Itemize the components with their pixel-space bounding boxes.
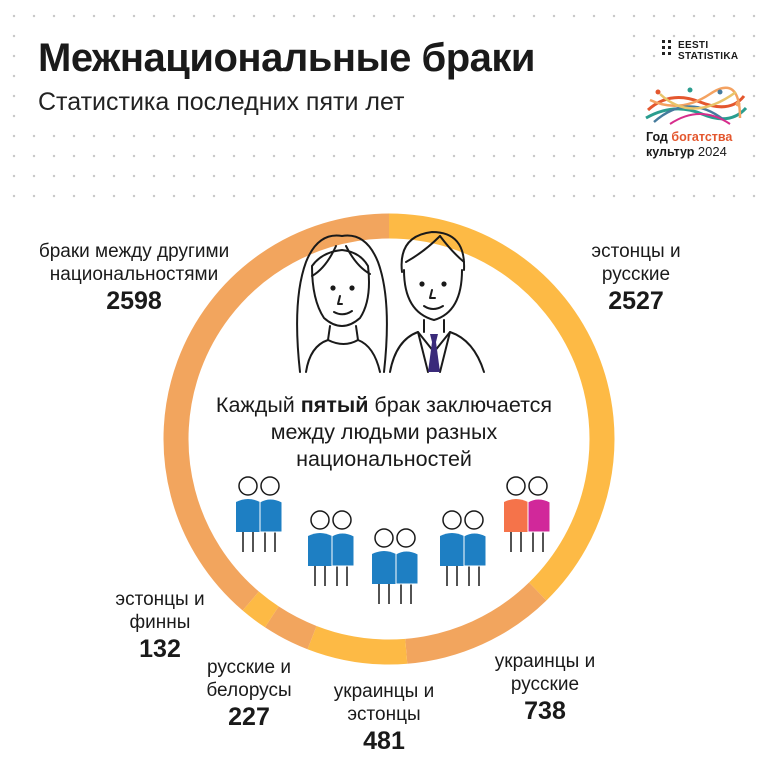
logo-text-statistika: STATISTIKA [678,51,739,62]
page-title: Межнациональные браки [38,36,536,80]
slice-label-ukrainians-estonians: украинцы и эстонцы 481 [333,681,435,755]
logo-text-eesti: EESTI [678,40,709,51]
donut-slice-estonians-finns [242,591,279,628]
slice-label-estonians-finns: эстонцы и финны 132 [115,589,205,663]
groom-icon [389,231,485,373]
necktie-icon [428,342,440,372]
donut-slice-estonians-russians [388,213,615,601]
page-subtitle: Статистика последних пяти лет [38,88,405,116]
donut-slice-ukrainians-russians [405,582,547,664]
donut-slice-ukrainians-estonians [307,625,408,665]
couple-icon-1 [236,476,283,552]
title-backdrop [28,34,628,124]
year-of-cultural-diversity-logo: Год богатства культур 2024 [640,84,750,174]
couple-icon-3 [372,528,419,604]
couple-icon-5 [504,476,551,552]
bride-icon [296,234,388,373]
colorful-crowd-logo-icon [645,86,748,125]
eesti-statistika-logo: EESTI STATISTIKA [662,38,752,68]
bow-tie-icon [430,334,438,342]
slice-label-other: браки между другими национальностями 259… [38,241,230,315]
donut-slice-other [163,213,390,611]
slice-label-ukrainians-russians: украинцы и русские 738 [494,651,596,725]
couple-icon-4 [440,510,487,586]
slice-label-estonians-russians: эстонцы и русские 2527 [591,241,681,315]
center-caption: Каждый пятый брак заключается между людь… [215,393,553,471]
logo-year-line1: Год богатства [646,130,733,144]
slice-label-russians-belarusians: русские и белорусы 227 [206,657,292,731]
logo-year-line2: культур 2024 [646,144,727,159]
donut-slice-russians-belarusians [264,606,317,650]
couple-icon-2 [308,510,355,586]
